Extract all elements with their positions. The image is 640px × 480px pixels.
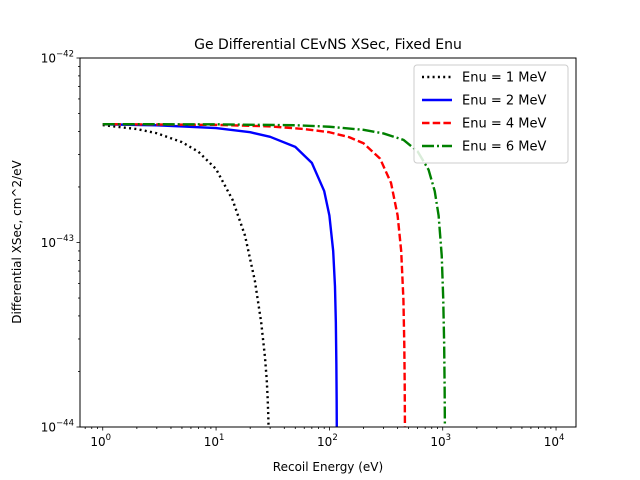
legend-label-2: Enu = 2 MeV xyxy=(462,94,546,109)
series-line-3 xyxy=(102,122,407,427)
series-line-2 xyxy=(102,123,338,427)
x-axis: 100 101 102 103 104 xyxy=(84,427,565,449)
y-tick-label: 10−43 xyxy=(41,234,74,250)
y-tick-label: 10−44 xyxy=(41,419,74,435)
x-tick-label: 103 xyxy=(430,433,451,449)
legend-label-3: Enu = 4 MeV xyxy=(462,117,546,132)
y-axis: 10−44 10−43 10−42 xyxy=(41,50,80,435)
y-tick-label: 10−42 xyxy=(41,50,74,66)
x-axis-label: Recoil Energy (eV) xyxy=(273,460,383,474)
chart-title: Ge Differential CEvNS XSec, Fixed Enu xyxy=(194,37,462,53)
y-axis-label: Differential XSec, cm^2/eV xyxy=(10,159,24,323)
x-tick-label: 100 xyxy=(90,433,111,449)
legend: Enu = 1 MeV Enu = 2 MeV Enu = 4 MeV Enu = 6… xyxy=(413,64,569,164)
x-tick-label: 102 xyxy=(317,433,338,449)
x-tick-label: 104 xyxy=(544,433,565,449)
legend-box xyxy=(413,64,569,164)
series-line-1 xyxy=(102,123,270,427)
x-tick-label: 101 xyxy=(204,433,225,449)
legend-label-4: Enu = 6 MeV xyxy=(462,140,546,155)
legend-label-1: Enu = 1 MeV xyxy=(462,71,546,86)
